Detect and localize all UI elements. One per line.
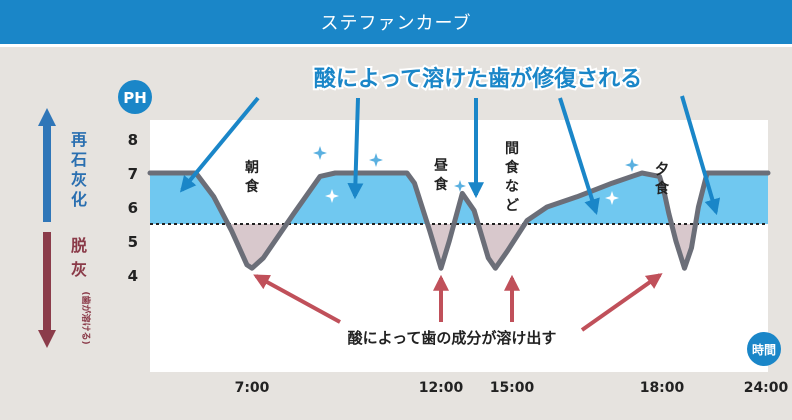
y-tick-label: 4	[128, 267, 138, 285]
ph-curve	[147, 170, 771, 271]
sparkle-icon	[369, 153, 383, 167]
remineral-char: 化	[71, 190, 87, 209]
meal-char: 夕	[655, 161, 669, 178]
y-tick-label: 7	[128, 165, 138, 183]
time-badge-label: 時間	[752, 342, 776, 357]
x-tick-label: 12:00	[419, 380, 464, 396]
x-tick-label: 24:00	[744, 380, 789, 396]
meal-label-4: 夕食	[655, 161, 670, 197]
remineral-char: 石	[70, 150, 87, 169]
sparkle-icon	[325, 189, 339, 203]
demineral-bar	[43, 232, 51, 332]
meal-char: 食	[655, 180, 670, 197]
chart-title: ステファンカーブ	[320, 13, 472, 34]
remineral-char: 灰	[71, 170, 87, 189]
sparkle-icon	[313, 146, 327, 160]
meal-char: 食	[505, 159, 520, 176]
meal-char: 間	[505, 141, 519, 157]
demineral-arrow	[253, 274, 341, 324]
x-tick-label: 18:00	[640, 380, 685, 396]
bottom-annotation: 酸によって歯の成分が溶け出す	[348, 329, 557, 347]
demineral-char: 灰	[71, 260, 87, 279]
meal-label-2: 昼食	[434, 158, 449, 193]
meal-char: ど	[505, 198, 519, 214]
remineral-arrow	[347, 97, 364, 200]
remineral-char: 再	[71, 130, 87, 149]
top-annotation: 酸によって溶けた歯が修復される	[314, 66, 642, 92]
ph-badge-label: PH	[123, 89, 147, 107]
demineral-arrow	[580, 273, 663, 332]
remineral-arrow	[680, 95, 721, 216]
meal-char: な	[505, 179, 519, 195]
x-tick-label: 7:00	[235, 380, 270, 396]
sparkle-icon	[605, 191, 619, 205]
time-badge	[747, 332, 781, 366]
y-tick-label: 5	[128, 233, 138, 251]
remineral-bar	[43, 124, 51, 222]
down-arrowhead	[38, 330, 56, 348]
remineral-arrow	[558, 97, 600, 216]
meal-label-1: 朝食	[245, 159, 260, 195]
x-tick-label: 15:00	[490, 380, 535, 396]
meal-char: 食	[434, 176, 449, 193]
y-tick-label: 8	[128, 131, 138, 149]
meal-char: 朝	[245, 159, 259, 176]
meal-char: 食	[245, 178, 260, 195]
header-divider	[0, 44, 792, 47]
sparkle-icon	[454, 180, 466, 192]
up-arrowhead	[38, 108, 56, 126]
meal-char: 昼	[434, 158, 448, 174]
chart-title-bar: ステファンカーブ	[0, 0, 792, 44]
demineral-char: 脱	[71, 236, 87, 255]
y-tick-label: 6	[128, 199, 138, 217]
ph-badge	[118, 80, 152, 114]
sparkle-icon	[625, 158, 639, 172]
demineral-note: (歯が溶ける)	[80, 291, 92, 344]
remineral-arrow	[179, 96, 260, 193]
remineralization-area	[150, 173, 768, 224]
